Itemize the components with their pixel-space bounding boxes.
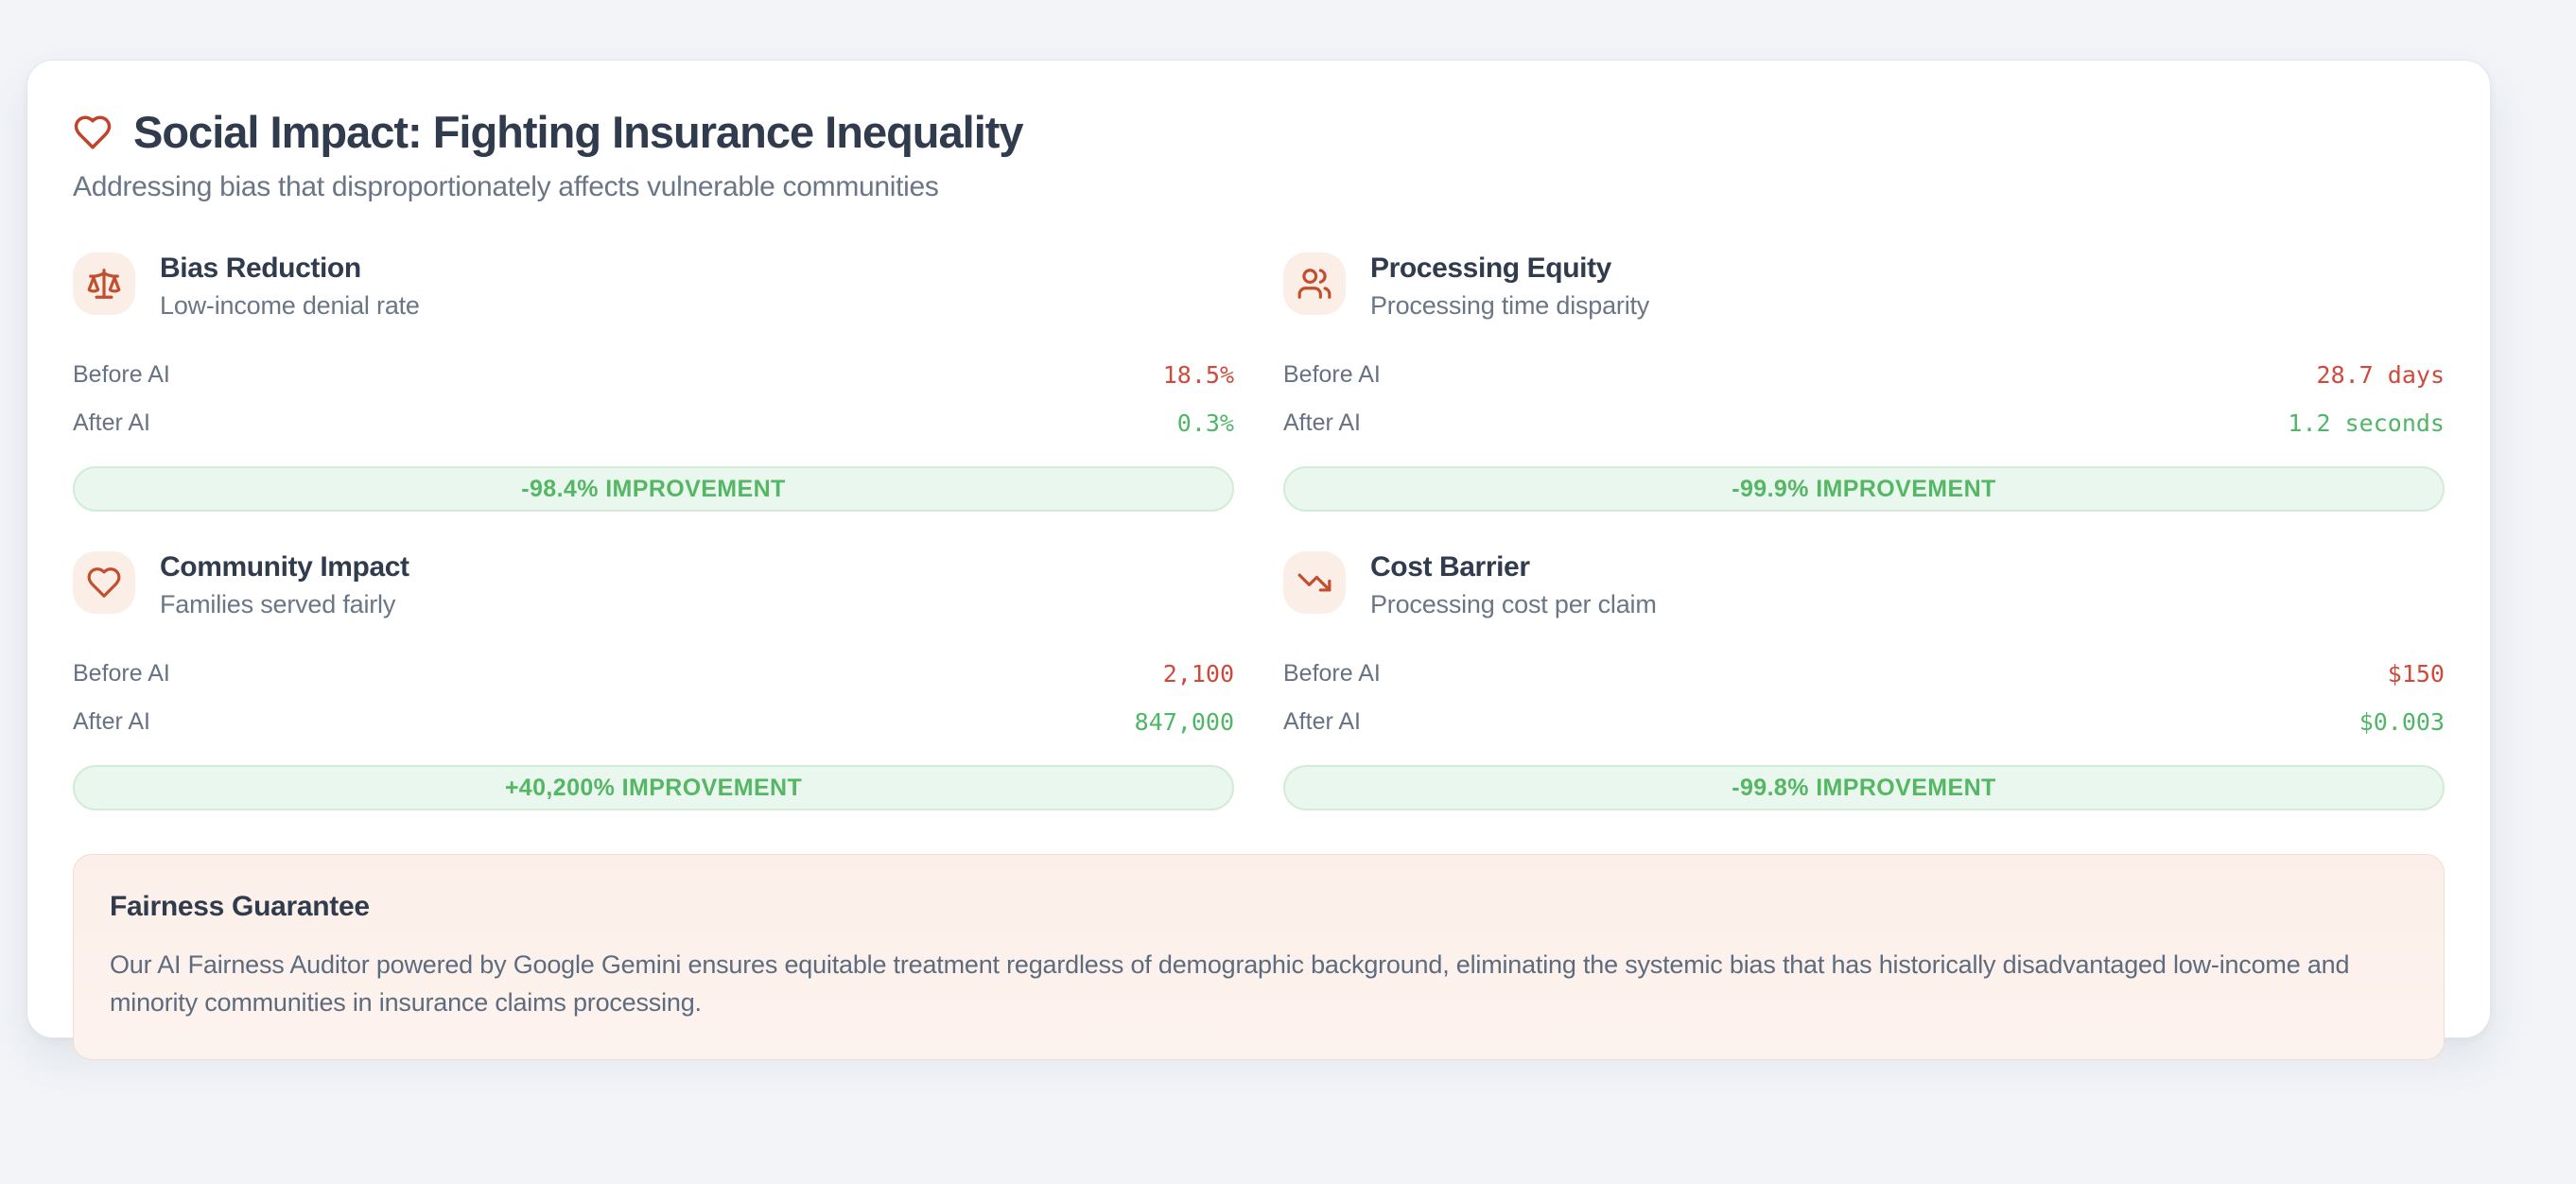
before-value: 18.5% [1162,361,1234,389]
metric-card-cost-barrier: Cost Barrier Processing cost per claim B… [1283,551,2445,810]
metric-header: Bias Reduction Low-income denial rate [73,252,1234,321]
metric-title: Cost Barrier [1370,551,1530,583]
page-subtitle: Addressing bias that disproportionately … [73,171,939,202]
social-impact-panel: Social Impact: Fighting Insurance Inequa… [26,60,2491,1060]
metric-header: Cost Barrier Processing cost per claim [1283,551,2445,619]
before-value: 28.7 days [2316,361,2445,389]
improvement-badge: +40,200% IMPROVEMENT [73,765,1234,810]
metric-card-bias-reduction: Bias Reduction Low-income denial rate Be… [73,252,1234,512]
metric-subtitle: Families served fairly [160,590,396,618]
icon-tile [73,551,135,614]
fairness-title: Fairness Guarantee [110,891,370,922]
after-label: After AI [73,409,150,436]
before-row: Before AI 2,100 [73,650,1234,698]
before-label: Before AI [73,660,170,687]
before-value: 2,100 [1162,660,1234,688]
heart-icon [74,115,112,148]
before-label: Before AI [73,361,170,388]
before-row: Before AI 28.7 days [1283,351,2445,399]
after-value: 0.3% [1176,409,1234,437]
after-label: After AI [1283,409,1361,436]
after-row: After AI 847,000 [73,698,1234,746]
metric-subtitle: Processing cost per claim [1370,590,1657,618]
users-icon [1297,269,1332,299]
improvement-badge: -98.4% IMPROVEMENT [73,466,1234,512]
metrics-grid: Bias Reduction Low-income denial rate Be… [73,252,2445,810]
metric-rows: Before AI $150 After AI $0.003 [1283,650,2445,746]
before-value: $150 [2387,660,2445,688]
fairness-body: Our AI Fairness Auditor powered by Googl… [110,950,2350,1017]
metric-title: Processing Equity [1370,252,1611,284]
fairness-guarantee-box: Fairness Guarantee Our AI Fairness Audit… [73,854,2445,1060]
scale-icon [87,269,121,299]
metric-rows: Before AI 2,100 After AI 847,000 [73,650,1234,746]
after-value: 1.2 seconds [2288,409,2445,437]
metric-rows: Before AI 18.5% After AI 0.3% [73,351,1234,447]
icon-tile [73,252,135,315]
metric-card-processing-equity: Processing Equity Processing time dispar… [1283,252,2445,512]
improvement-badge: -99.8% IMPROVEMENT [1283,765,2445,810]
before-label: Before AI [1283,660,1381,687]
trending-down-icon [1297,573,1332,592]
before-label: Before AI [1283,361,1381,388]
after-value: $0.003 [2358,708,2445,736]
heart-icon [87,567,121,598]
before-row: Before AI $150 [1283,650,2445,698]
metric-rows: Before AI 28.7 days After AI 1.2 seconds [1283,351,2445,447]
icon-tile [1283,551,1346,614]
after-value: 847,000 [1134,708,1234,736]
metric-title: Bias Reduction [160,252,361,284]
icon-tile [1283,252,1346,315]
after-label: After AI [1283,708,1361,735]
metric-header: Community Impact Families served fairly [73,551,1234,619]
page-title: Social Impact: Fighting Insurance Inequa… [133,107,1024,157]
after-row: After AI 1.2 seconds [1283,399,2445,447]
metric-header: Processing Equity Processing time dispar… [1283,252,2445,321]
after-label: After AI [73,708,150,735]
panel-header: Social Impact: Fighting Insurance Inequa… [73,106,2445,203]
metric-title: Community Impact [160,551,409,583]
after-row: After AI $0.003 [1283,698,2445,746]
metric-subtitle: Processing time disparity [1370,291,1650,320]
metric-subtitle: Low-income denial rate [160,291,420,320]
after-row: After AI 0.3% [73,399,1234,447]
metric-card-community-impact: Community Impact Families served fairly … [73,551,1234,810]
before-row: Before AI 18.5% [73,351,1234,399]
improvement-badge: -99.9% IMPROVEMENT [1283,466,2445,512]
